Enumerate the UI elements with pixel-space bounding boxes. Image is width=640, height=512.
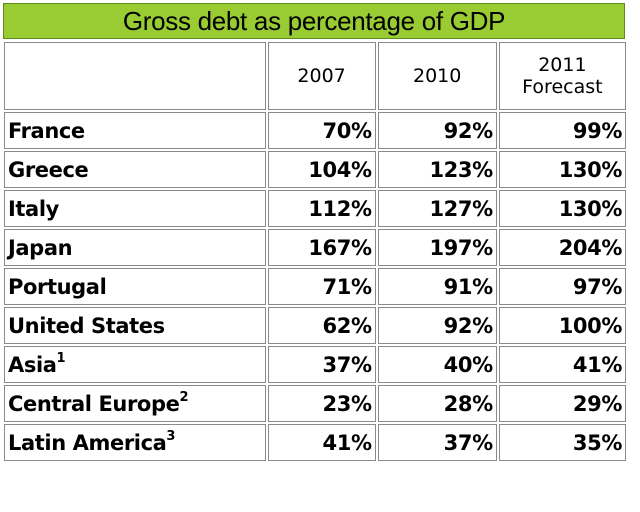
footnote-marker: 2 xyxy=(179,389,189,405)
header-empty-cell xyxy=(4,42,266,110)
value-2007-cell: 23% xyxy=(267,385,376,422)
value-2011-forecast-cell: 99% xyxy=(498,112,626,149)
value-2010-cell: 28% xyxy=(377,385,497,422)
value-2007-cell: 112% xyxy=(267,190,376,227)
table-row: France 70% 92% 99% xyxy=(4,112,626,149)
value-2007-cell: 70% xyxy=(267,112,376,149)
table-row: Central Europe2 23% 28% 29% xyxy=(4,385,626,422)
country-cell: Greece xyxy=(4,151,266,188)
value-2011-forecast-cell: 204% xyxy=(498,229,626,266)
value-2007-cell: 62% xyxy=(267,307,376,344)
country-cell: Italy xyxy=(4,190,266,227)
header-2007: 2007 xyxy=(267,42,376,110)
table-body: France 70% 92% 99% Greece 104% 123% 130% Italy 11… xyxy=(4,112,626,461)
value-2010-cell: 127% xyxy=(377,190,497,227)
footnote-marker: 3 xyxy=(166,428,176,444)
value-2011-forecast-cell: 97% xyxy=(498,268,626,305)
value-2011-forecast-cell: 100% xyxy=(498,307,626,344)
country-cell: Japan xyxy=(4,229,266,266)
value-2007-cell: 37% xyxy=(267,346,376,383)
country-name: France xyxy=(8,118,85,143)
country-name: Portugal xyxy=(8,274,107,299)
value-2011-forecast-cell: 29% xyxy=(498,385,626,422)
value-2007-cell: 104% xyxy=(267,151,376,188)
table-row: United States 62% 92% 100% xyxy=(4,307,626,344)
header-2010: 2010 xyxy=(377,42,497,110)
value-2010-cell: 197% xyxy=(377,229,497,266)
header-row: 2007 2010 2011 Forecast xyxy=(4,42,626,110)
value-2010-cell: 92% xyxy=(377,112,497,149)
value-2011-forecast-cell: 41% xyxy=(498,346,626,383)
table-row: Portugal 71% 91% 97% xyxy=(4,268,626,305)
country-name: Asia xyxy=(8,352,57,377)
country-cell: Central Europe2 xyxy=(4,385,266,422)
table-title-bar: Gross debt as percentage of GDP xyxy=(3,3,625,39)
table-row: Italy 112% 127% 130% xyxy=(4,190,626,227)
country-name: Latin America xyxy=(8,430,167,455)
country-name: Italy xyxy=(8,196,59,221)
header-2011-forecast: 2011 Forecast xyxy=(498,42,626,110)
value-2011-forecast-cell: 130% xyxy=(498,151,626,188)
country-cell: United States xyxy=(4,307,266,344)
value-2010-cell: 92% xyxy=(377,307,497,344)
table-row: Japan 167% 197% 204% xyxy=(4,229,626,266)
country-cell: Asia1 xyxy=(4,346,266,383)
country-cell: Portugal xyxy=(4,268,266,305)
country-name: Greece xyxy=(8,157,89,182)
table-title: Gross debt as percentage of GDP xyxy=(122,5,506,36)
country-name: Central Europe xyxy=(8,391,180,416)
value-2007-cell: 71% xyxy=(267,268,376,305)
value-2011-forecast-cell: 130% xyxy=(498,190,626,227)
country-cell: Latin America3 xyxy=(4,424,266,461)
footnote-marker: 1 xyxy=(56,350,66,366)
gross-debt-table: 2007 2010 2011 Forecast France 70% 92% 99% G… xyxy=(2,40,628,463)
value-2010-cell: 40% xyxy=(377,346,497,383)
country-name: Japan xyxy=(8,235,73,260)
header-2011-text: 2011 Forecast xyxy=(522,54,603,98)
table-row: Asia1 37% 40% 41% xyxy=(4,346,626,383)
value-2010-cell: 37% xyxy=(377,424,497,461)
value-2010-cell: 91% xyxy=(377,268,497,305)
value-2010-cell: 123% xyxy=(377,151,497,188)
value-2007-cell: 41% xyxy=(267,424,376,461)
country-cell: France xyxy=(4,112,266,149)
table-row: Greece 104% 123% 130% xyxy=(4,151,626,188)
country-name: United States xyxy=(8,313,165,338)
value-2011-forecast-cell: 35% xyxy=(498,424,626,461)
table-row: Latin America3 41% 37% 35% xyxy=(4,424,626,461)
value-2007-cell: 167% xyxy=(267,229,376,266)
